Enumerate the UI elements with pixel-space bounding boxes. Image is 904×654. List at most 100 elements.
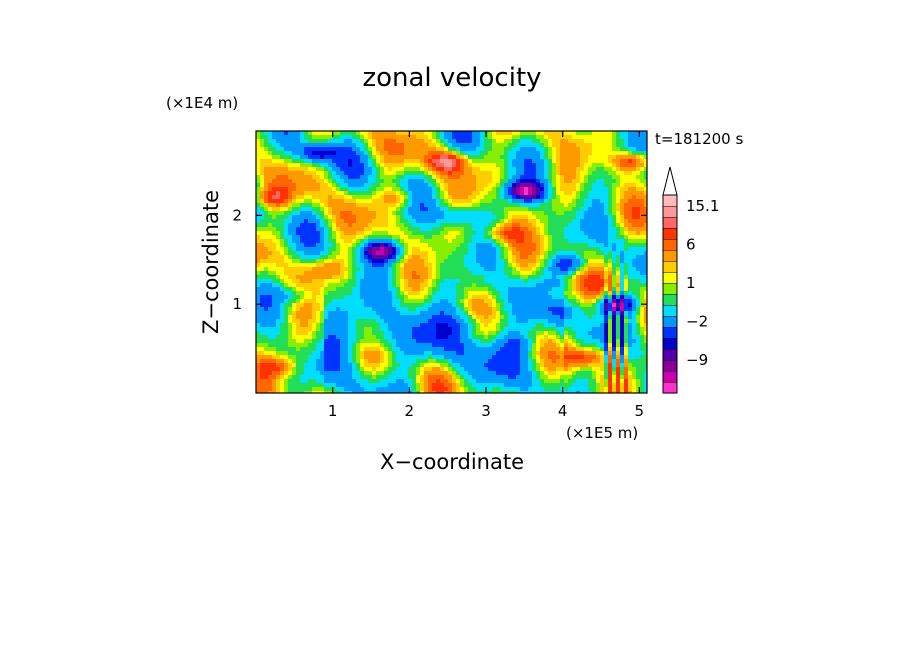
field-cell bbox=[360, 163, 365, 168]
field-cell bbox=[428, 223, 433, 228]
field-cell bbox=[380, 239, 385, 244]
field-cell bbox=[632, 139, 637, 144]
field-cell bbox=[608, 231, 613, 236]
field-cell bbox=[556, 279, 561, 284]
field-cell bbox=[456, 307, 461, 312]
field-cell bbox=[560, 315, 565, 320]
field-cell bbox=[268, 219, 273, 224]
field-cell bbox=[276, 311, 281, 316]
field-cell bbox=[488, 283, 493, 288]
field-cell bbox=[560, 163, 565, 168]
field-cell bbox=[580, 251, 585, 256]
field-cell bbox=[416, 175, 421, 180]
field-cell bbox=[324, 255, 329, 260]
field-cell bbox=[420, 135, 425, 140]
field-cell bbox=[488, 175, 493, 180]
field-cell bbox=[264, 155, 269, 160]
field-cell bbox=[624, 131, 629, 136]
field-cell bbox=[380, 139, 385, 144]
field-cell bbox=[284, 203, 289, 208]
field-cell bbox=[628, 291, 633, 296]
field-cell bbox=[508, 171, 513, 176]
field-cell bbox=[428, 315, 433, 320]
field-cell bbox=[308, 259, 313, 264]
field-cell bbox=[384, 143, 389, 148]
field-cell bbox=[380, 251, 385, 256]
field-cell bbox=[388, 135, 393, 140]
field-cell bbox=[560, 239, 565, 244]
field-cell bbox=[308, 239, 313, 244]
field-cell bbox=[324, 259, 329, 264]
field-cell bbox=[276, 259, 281, 264]
field-cell bbox=[576, 131, 581, 136]
field-cell bbox=[608, 211, 613, 216]
field-cell bbox=[360, 139, 365, 144]
field-cell bbox=[476, 135, 481, 140]
field-cell bbox=[408, 307, 413, 312]
field-cell bbox=[456, 195, 461, 200]
field-cell bbox=[596, 143, 601, 148]
field-cell bbox=[448, 291, 453, 296]
field-cell bbox=[504, 143, 509, 148]
field-cell bbox=[644, 227, 648, 232]
field-cell bbox=[440, 259, 445, 264]
field-cell bbox=[560, 187, 565, 192]
field-cell bbox=[480, 243, 485, 248]
field-cell bbox=[484, 303, 489, 308]
field-cell bbox=[500, 195, 505, 200]
field-cell bbox=[416, 275, 421, 280]
field-cell bbox=[444, 159, 449, 164]
field-cell bbox=[636, 175, 641, 180]
field-cell bbox=[404, 143, 409, 148]
field-cell bbox=[516, 259, 521, 264]
field-cell bbox=[312, 251, 317, 256]
field-cell bbox=[488, 163, 493, 168]
field-cell bbox=[492, 275, 497, 280]
field-cell bbox=[496, 247, 501, 252]
field-cell bbox=[404, 223, 409, 228]
field-cell bbox=[300, 203, 305, 208]
field-cell bbox=[596, 155, 601, 160]
field-cell bbox=[264, 167, 269, 172]
field-cell bbox=[364, 159, 369, 164]
field-cell bbox=[500, 163, 505, 168]
field-cell bbox=[344, 159, 349, 164]
field-cell bbox=[488, 195, 493, 200]
field-cell bbox=[344, 175, 349, 180]
field-cell bbox=[572, 315, 577, 320]
field-cell bbox=[508, 151, 513, 156]
field-cell bbox=[392, 275, 397, 280]
field-cell bbox=[340, 255, 345, 260]
field-cell bbox=[388, 263, 393, 268]
field-cell bbox=[380, 171, 385, 176]
field-cell bbox=[492, 239, 497, 244]
field-cell bbox=[496, 147, 501, 152]
field-cell bbox=[604, 287, 609, 292]
field-cell bbox=[368, 267, 373, 272]
field-cell bbox=[260, 223, 265, 228]
field-cell bbox=[316, 283, 321, 288]
field-cell bbox=[632, 255, 637, 260]
field-cell bbox=[332, 327, 337, 332]
field-cell bbox=[396, 135, 401, 140]
field-cell bbox=[352, 175, 357, 180]
field-cell bbox=[340, 227, 345, 232]
field-cell bbox=[604, 163, 609, 168]
field-cell bbox=[296, 139, 301, 144]
field-cell bbox=[520, 215, 525, 220]
field-cell bbox=[388, 295, 393, 300]
field-cell bbox=[512, 227, 517, 232]
field-cell bbox=[284, 291, 289, 296]
field-cell bbox=[512, 199, 517, 204]
field-cell bbox=[408, 279, 413, 284]
field-cell bbox=[612, 243, 617, 248]
field-cell bbox=[384, 215, 389, 220]
field-cell bbox=[560, 211, 565, 216]
field-cell bbox=[376, 323, 381, 328]
field-cell bbox=[640, 243, 645, 248]
field-cell bbox=[644, 267, 648, 272]
field-cell bbox=[404, 307, 409, 312]
field-cell bbox=[596, 247, 601, 252]
field-cell bbox=[344, 323, 349, 328]
field-cell bbox=[324, 175, 329, 180]
